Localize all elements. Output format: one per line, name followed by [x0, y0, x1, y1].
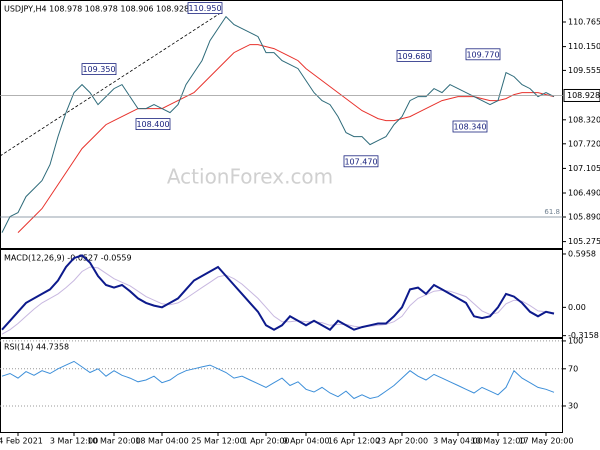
- y-tick-label: 100: [568, 336, 583, 345]
- x-tick-label: 10 Mar 20:00: [87, 437, 140, 446]
- annotation-label: 109.770: [466, 50, 499, 59]
- panel-frame: [0, 338, 563, 433]
- panel-title: USDJPY,H4 108.978 108.978 108.906 108.92…: [4, 5, 189, 14]
- annotation-label: 109.680: [397, 52, 430, 61]
- annotation-label: 108.400: [136, 120, 169, 129]
- x-tick-label: 23 Apr 20:00: [376, 437, 428, 446]
- annotation-label: 108.340: [453, 123, 486, 132]
- y-tick-label: 107.720: [568, 139, 600, 148]
- y-tick-label: 70: [568, 364, 578, 373]
- x-tick-label: 16 Apr 12:00: [328, 437, 380, 446]
- y-tick-label: 30: [568, 401, 578, 410]
- panel-frame: [0, 0, 563, 249]
- annotation-box: [187, 2, 223, 14]
- y-tick-label: 0.00: [568, 303, 586, 312]
- x-tick-label: 3 Mar 12:00: [50, 437, 98, 446]
- y-tick-label: 110.765: [568, 18, 600, 27]
- annotation-box: [396, 50, 432, 62]
- series-line: [1, 254, 555, 331]
- x-tick-label: 24 Feb 2021: [0, 437, 43, 446]
- annotation-label: 110.950: [188, 4, 221, 13]
- x-tick-label: 17 May 20:00: [519, 437, 574, 446]
- x-tick-label: 18 Mar 04:00: [135, 437, 188, 446]
- panel-title: RSI(14) 44.7358: [4, 343, 69, 352]
- series-line: [1, 360, 555, 400]
- y-tick-label: 108.320: [568, 115, 600, 124]
- annotation-box: [343, 155, 379, 168]
- y-tick-label: 106.490: [568, 189, 600, 198]
- panel-title: MACD(12,26,9) -0.0527 -0.0559: [4, 254, 132, 263]
- x-tick-label: 9 Apr 04:00: [282, 437, 329, 446]
- x-tick-label: 25 Mar 12:00: [191, 437, 244, 446]
- annotation-box: [465, 48, 501, 61]
- y-tick-label: 107.105: [568, 164, 600, 173]
- annotation-box: [452, 120, 488, 133]
- watermark: ActionForex.com: [167, 165, 333, 189]
- series-line: [1, 15, 555, 233]
- x-tick-label: 10 May 12:00: [471, 437, 526, 446]
- y-tick-label: 105.275: [568, 237, 600, 246]
- y-tick-label: 109.555: [568, 66, 600, 75]
- annotation-box: [135, 118, 171, 130]
- y-tick-label: 0.5958: [568, 249, 596, 258]
- annotation-label: 109.350: [82, 65, 115, 74]
- annotation-box: [81, 63, 117, 75]
- last-price-box: [563, 88, 600, 102]
- annotation-label: 107.470: [344, 157, 377, 166]
- trend-line: [0, 11, 223, 157]
- y-tick-label: 105.890: [568, 213, 600, 222]
- fib-label: 61.8: [544, 208, 560, 216]
- y-tick-label: 110.150: [568, 42, 600, 51]
- x-tick-label: 3 May 04:00: [433, 437, 483, 446]
- y-tick-label: -0.3158: [568, 331, 599, 340]
- panel-frame: [0, 249, 563, 338]
- series-line: [17, 44, 555, 233]
- x-tick-label: 1 Apr 20:00: [242, 437, 289, 446]
- last-price-label: 108.928: [567, 91, 600, 100]
